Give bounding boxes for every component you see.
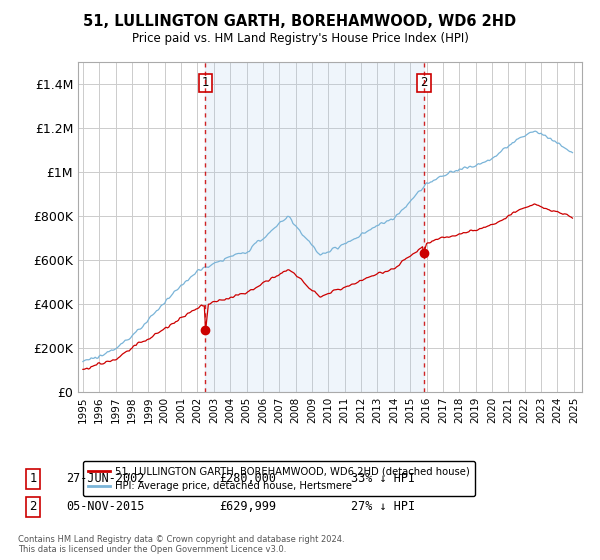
Text: £629,999: £629,999	[219, 500, 276, 514]
Text: 27-JUN-2002: 27-JUN-2002	[66, 472, 145, 486]
Text: 1: 1	[202, 77, 209, 90]
Bar	[205, 62, 424, 392]
Text: 2: 2	[420, 77, 428, 90]
Text: 2: 2	[29, 500, 37, 514]
Text: 27% ↓ HPI: 27% ↓ HPI	[351, 500, 415, 514]
Text: Contains HM Land Registry data © Crown copyright and database right 2024.
This d: Contains HM Land Registry data © Crown c…	[18, 535, 344, 554]
Text: Price paid vs. HM Land Registry's House Price Index (HPI): Price paid vs. HM Land Registry's House …	[131, 32, 469, 45]
Text: £280,000: £280,000	[219, 472, 276, 486]
Text: 51, LULLINGTON GARTH, BOREHAMWOOD, WD6 2HD: 51, LULLINGTON GARTH, BOREHAMWOOD, WD6 2…	[83, 14, 517, 29]
Text: 1: 1	[29, 472, 37, 486]
Text: 05-NOV-2015: 05-NOV-2015	[66, 500, 145, 514]
Text: 33% ↓ HPI: 33% ↓ HPI	[351, 472, 415, 486]
Legend: 51, LULLINGTON GARTH, BOREHAMWOOD, WD6 2HD (detached house), HPI: Average price,: 51, LULLINGTON GARTH, BOREHAMWOOD, WD6 2…	[83, 461, 475, 496]
